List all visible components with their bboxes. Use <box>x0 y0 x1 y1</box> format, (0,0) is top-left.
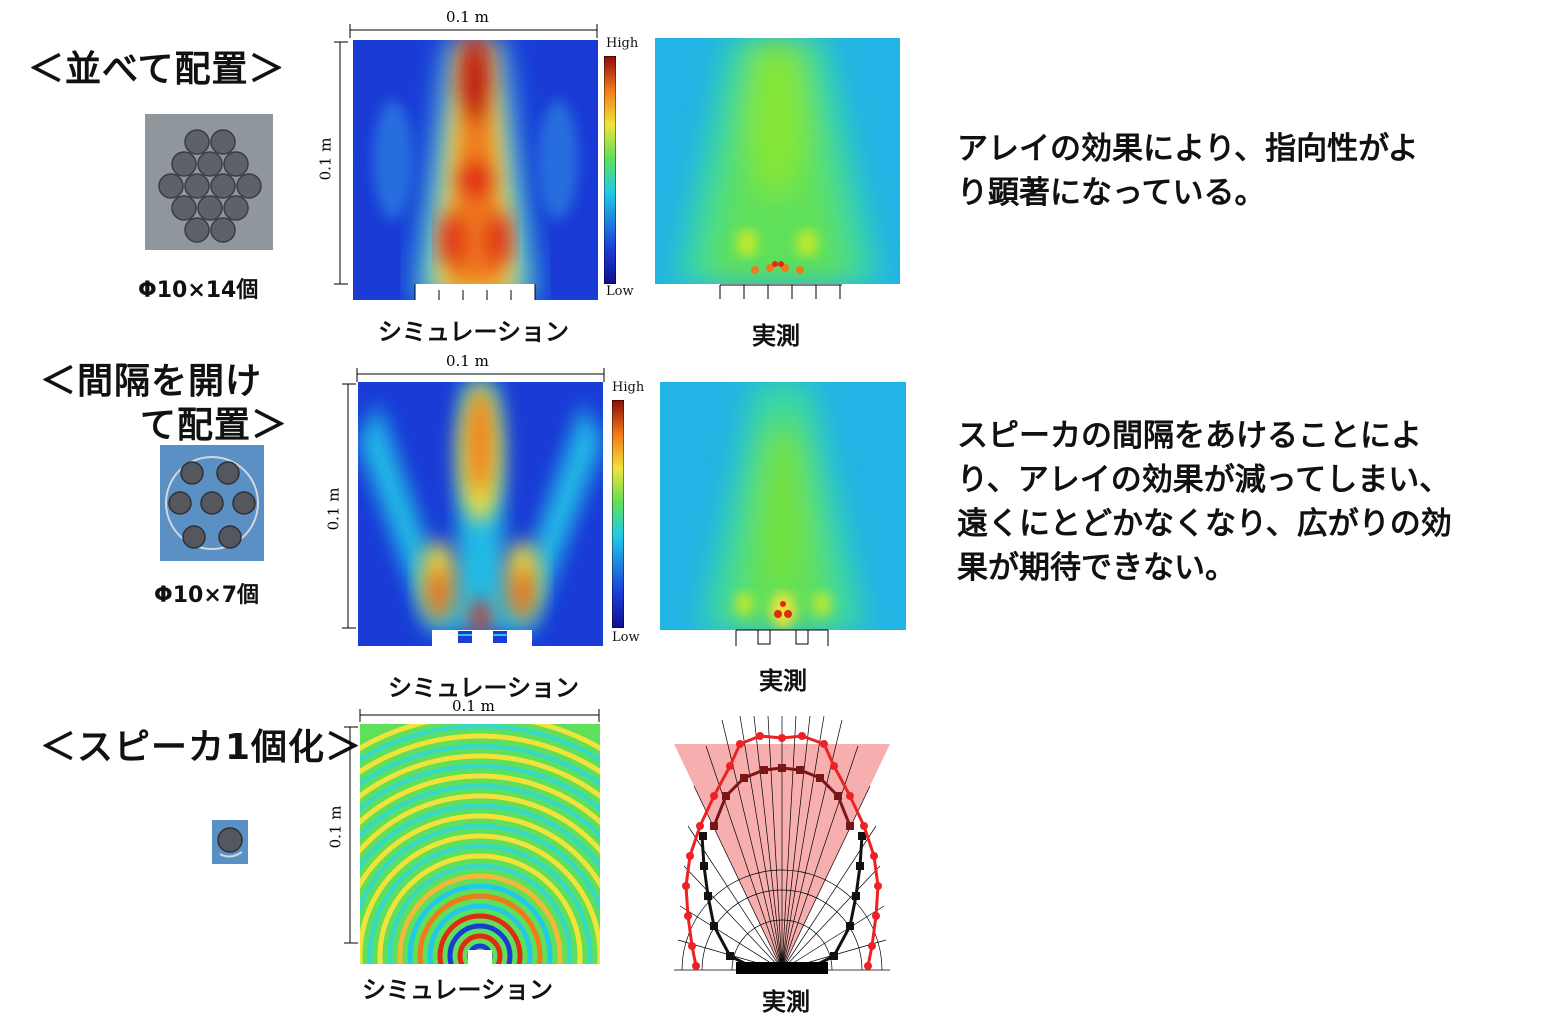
speaker-array-14-image <box>145 114 273 250</box>
polar-image <box>674 716 890 974</box>
dim-arrow-width <box>356 368 605 382</box>
speaker-array-photo-7 <box>160 445 264 561</box>
colorbar <box>604 56 616 284</box>
spec-label-7: Φ10×7個 <box>154 583 260 608</box>
section-heading-spaced-line1: ＜間隔を開け <box>40 361 263 402</box>
dim-arrow-height <box>344 726 358 944</box>
speaker-tick-marks <box>719 284 842 299</box>
colorbar-high-label: High <box>606 36 639 51</box>
description-array: アレイの効果により、指向性がより顕著になっている。 <box>957 131 1419 211</box>
simulation-caption: シミュレーション <box>378 318 570 346</box>
simulation-heatmap-spaced <box>358 382 603 646</box>
heatmap-image <box>353 40 598 300</box>
section-heading-spaced-line2: て配置＞ <box>140 405 289 446</box>
speaker-tick-marks <box>735 629 829 646</box>
wave-image <box>360 724 600 964</box>
measurement-heatmap-spaced <box>660 382 906 630</box>
simulation-caption: シミュレーション <box>362 976 554 1004</box>
measurement-caption: 実測 <box>759 667 807 695</box>
dim-arrow-height <box>334 41 348 285</box>
measurement-caption: 実測 <box>762 988 810 1016</box>
simulation-wave-single <box>360 724 600 964</box>
dim-arrow-height <box>342 383 356 629</box>
dim-arrow-width <box>349 24 598 38</box>
measurement-heatmap-array <box>655 38 900 284</box>
description-spaced: スピーカの間隔をあけることにより、アレイの効果が減ってしまい、遠くにとどかなくな… <box>957 418 1452 586</box>
colorbar-low-label: Low <box>606 284 634 299</box>
measurement-caption: 実測 <box>752 322 800 350</box>
section-heading-single: ＜スピーカ1個化＞ <box>40 727 363 768</box>
section-heading-array: ＜並べて配置＞ <box>28 49 286 90</box>
colorbar-high-label: High <box>612 380 645 395</box>
simulation-heatmap-array <box>353 40 598 300</box>
colorbar <box>612 400 624 628</box>
dim-label-width: 0.1 m <box>446 352 489 370</box>
speaker-single-photo <box>212 820 248 864</box>
heatmap-image <box>358 382 603 646</box>
measurement-polar-plot <box>674 716 890 978</box>
dim-arrow-width <box>359 709 600 722</box>
heatmap-image <box>655 38 900 284</box>
heatmap-image <box>660 382 906 630</box>
speaker-single-image <box>212 820 248 864</box>
speaker-array-photo-14 <box>145 114 273 250</box>
simulation-caption: シミュレーション <box>388 674 580 702</box>
colorbar-low-label: Low <box>612 630 640 645</box>
spec-label-14: Φ10×14個 <box>138 278 259 303</box>
dim-label-width: 0.1 m <box>446 8 489 26</box>
speaker-array-7-image <box>160 445 264 561</box>
dim-label-width: 0.1 m <box>452 697 495 715</box>
